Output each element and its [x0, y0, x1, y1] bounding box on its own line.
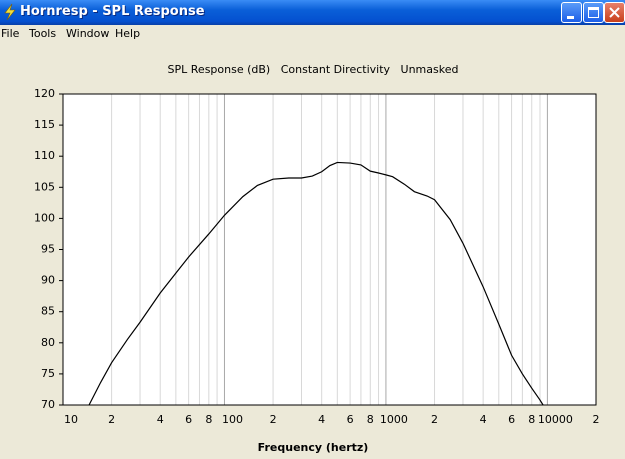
menu-item[interactable]: Window — [66, 27, 110, 40]
app-icon — [4, 3, 16, 21]
chart-title: SPL Response (dB) Constant Directivity U… — [168, 63, 459, 76]
chart: SPL Response (dB) Constant Directivity U… — [34, 63, 600, 454]
x-tick-label: 4 — [318, 413, 325, 426]
menu-item[interactable]: Help — [115, 27, 141, 40]
y-tick-label: 85 — [41, 305, 55, 318]
x-tick-label: 6 — [185, 413, 192, 426]
response-curve — [88, 161, 544, 406]
plot-area — [63, 94, 596, 405]
minimize-button[interactable] — [561, 2, 582, 23]
x-tick-label: 10 — [64, 413, 78, 426]
title-bar: Hornresp - SPL Response — [0, 0, 625, 25]
y-tick-label: 115 — [34, 118, 55, 131]
x-tick-label: 2 — [431, 413, 438, 426]
y-tick-label: 80 — [41, 336, 55, 349]
x-tick-label: 6 — [508, 413, 515, 426]
x-tick-label: 8 — [367, 413, 374, 426]
x-axis-label: Frequency (hertz) — [258, 441, 369, 454]
maximize-button[interactable] — [583, 2, 604, 23]
y-tick-label: 105 — [34, 180, 55, 193]
y-tick-label: 75 — [41, 367, 55, 380]
window-title: Hornresp - SPL Response — [20, 4, 205, 19]
x-tick-label: 2 — [593, 413, 600, 426]
menu-item[interactable]: File — [1, 27, 20, 40]
x-tick-label: 10000 — [538, 413, 573, 426]
menu-bar: File Tools Window Help — [0, 25, 625, 43]
plot-border — [62, 93, 597, 406]
x-tick-label: 8 — [205, 413, 212, 426]
y-tick-label: 90 — [41, 274, 55, 287]
x-tick-label: 100 — [222, 413, 243, 426]
x-tick-label: 6 — [347, 413, 354, 426]
x-tick-label: 4 — [157, 413, 164, 426]
x-tick-label: 8 — [528, 413, 535, 426]
y-tick-label: 70 — [41, 398, 55, 411]
y-tick-label: 95 — [41, 243, 55, 256]
y-tick-label: 100 — [34, 211, 55, 224]
x-tick-label: 1000 — [380, 413, 408, 426]
x-tick-label: 2 — [270, 413, 277, 426]
y-tick-label: 110 — [34, 149, 55, 162]
close-button[interactable] — [604, 2, 625, 23]
y-tick-label: 120 — [34, 87, 55, 100]
menu-item[interactable]: Tools — [29, 27, 57, 40]
x-tick-label: 2 — [108, 413, 115, 426]
x-tick-label: 4 — [480, 413, 487, 426]
